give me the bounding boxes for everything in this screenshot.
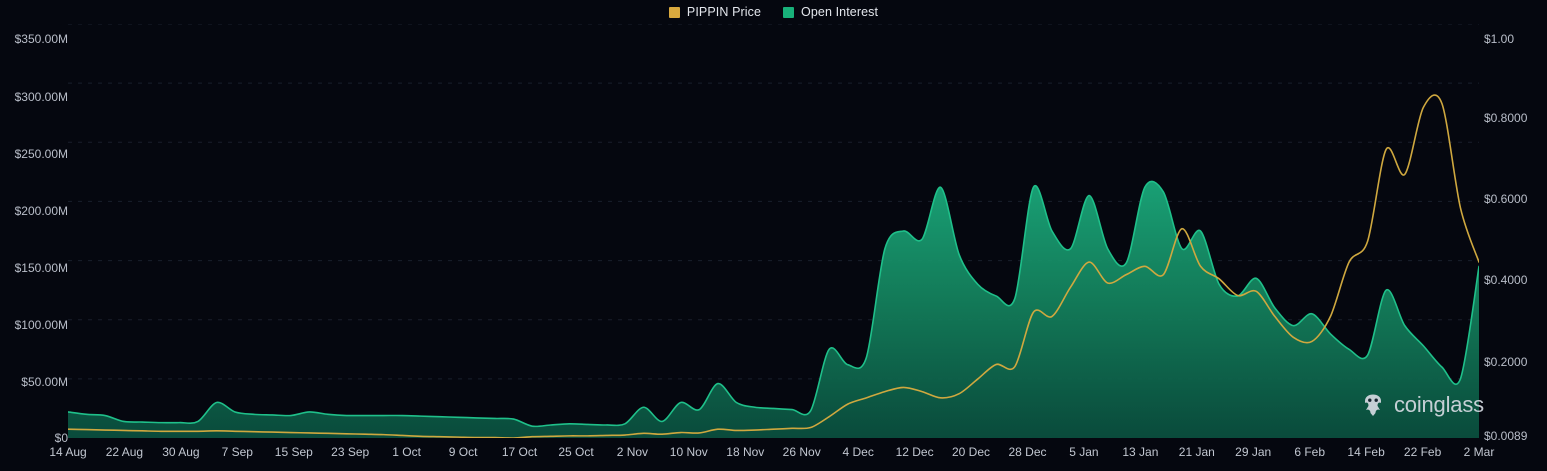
legend-label: Open Interest [801,5,879,19]
x-axis-tick: 25 Oct [558,445,594,459]
x-axis-tick: 30 Aug [162,445,200,459]
y-right-tick: $0.0089 [1484,429,1528,443]
x-axis-tick: 22 Aug [105,445,144,459]
x-axis-tick: 1 Oct [392,445,421,459]
legend-label: PIPPIN Price [686,5,762,19]
chart-plot-area[interactable] [68,24,1479,438]
legend-swatch-icon [783,6,795,18]
y-left-tick: $150.00M [14,261,68,275]
x-axis-tick: 18 Nov [726,445,765,459]
y-right-tick: $0.6000 [1484,192,1528,206]
x-axis-tick: 20 Dec [951,445,991,459]
x-axis-tick: 5 Jan [1069,445,1099,459]
y-left-tick: $0 [54,431,68,445]
y-right-tick: $1.00 [1484,32,1515,46]
y-left-tick: $50.00M [21,375,68,389]
x-axis-tick: 10 Nov [669,445,708,459]
pippin-price-line [68,94,1479,438]
x-axis-tick: 21 Jan [1178,445,1215,459]
x-axis-tick: 6 Feb [1294,445,1326,459]
y-left-tick: $250.00M [14,147,68,161]
open-interest-area [68,181,1479,438]
y-left-tick: $100.00M [14,318,68,332]
x-axis-tick: 4 Dec [842,445,874,459]
x-axis-tick: 2 Mar [1463,445,1495,459]
x-axis-tick: 29 Jan [1235,445,1272,459]
x-axis-tick: 13 Jan [1122,445,1159,459]
chart-legend: PIPPIN Price Open Interest [0,0,1547,24]
legend-item-open-interest[interactable]: Open Interest [783,5,878,19]
x-axis-tick: 14 Aug [49,445,87,459]
x-axis-tick: 9 Oct [448,445,478,459]
chart-canvas [68,24,1479,438]
y-left-tick: $300.00M [14,90,68,104]
x-axis-tick: 14 Feb [1347,445,1385,459]
x-axis-tick: 26 Nov [782,445,821,459]
open-interest-line [68,180,1479,428]
x-axis-tick: 2 Nov [616,445,649,459]
x-axis-tick: 22 Feb [1403,445,1442,459]
legend-swatch-icon [668,6,680,18]
x-axis-tick: 28 Dec [1008,445,1047,459]
x-axis-tick: 15 Sep [274,445,313,459]
legend-item-pippin-price[interactable]: PIPPIN Price [668,5,762,19]
y-left-tick: $350.00M [14,32,68,46]
y-right-tick: $0.8000 [1484,111,1528,125]
y-right-tick: $0.4000 [1484,273,1528,287]
x-axis-tick: 23 Sep [331,445,370,459]
x-axis-tick: 17 Oct [501,445,538,459]
y-left-tick: $200.00M [14,204,68,218]
y-right-tick: $0.2000 [1484,355,1528,369]
x-axis-tick: 12 Dec [895,445,934,459]
x-axis-tick: 7 Sep [221,445,253,459]
